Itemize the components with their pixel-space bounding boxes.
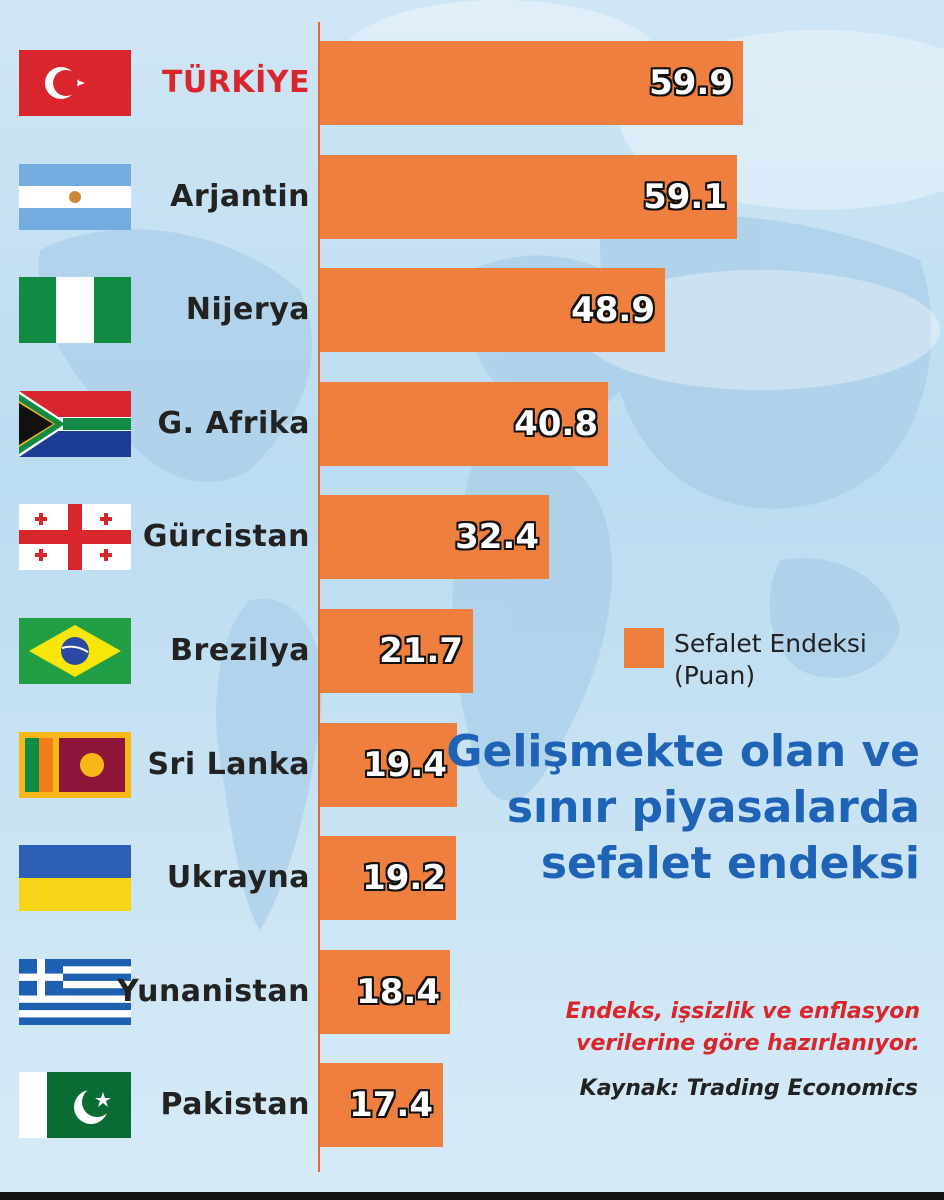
bar-row: Pakistan 17.4	[0, 1063, 944, 1148]
bar-row: Arjantin 59.1	[0, 154, 944, 239]
bar: 17.4	[320, 1063, 443, 1148]
data-label: 19.2	[362, 858, 446, 899]
bar-row: Yunanistan 18.4	[0, 949, 944, 1034]
turkey-flag-icon	[19, 50, 131, 116]
chart-subtitle: Endeks, işsizlik ve enflasyon verilerine…	[565, 999, 920, 1056]
category-label: Nijerya	[185, 292, 310, 328]
bar-row: Gürcistan 32.4	[0, 495, 944, 580]
bar: 48.9	[320, 268, 665, 353]
category-label: G. Afrika	[157, 405, 310, 441]
data-label: 59.9	[649, 63, 733, 103]
data-label: 21.7	[379, 631, 463, 671]
axis-line	[318, 22, 320, 1172]
bar: 32.4	[320, 495, 549, 580]
source-note: Kaynak: Trading Economics	[579, 1076, 918, 1101]
data-label: 17.4	[349, 1085, 433, 1126]
category-label: Sri Lanka	[147, 746, 310, 782]
bar: 19.4	[320, 722, 457, 807]
argentina-flag-icon	[19, 163, 131, 230]
category-label: Yunanistan	[117, 973, 310, 1009]
chart-title: Gelişmekte olan ve sınır piyasalarda sef…	[446, 726, 920, 889]
data-label: 32.4	[455, 517, 539, 558]
bar: 40.8	[320, 381, 608, 466]
bar-row: Ukrayna 19.2	[0, 836, 944, 921]
data-label: 40.8	[514, 403, 598, 444]
bar-row: Nijerya 48.9	[0, 268, 944, 353]
bar-row: Brezilya 21.7	[0, 609, 944, 693]
bar: 18.4	[320, 949, 450, 1034]
bar: 21.7	[320, 609, 473, 693]
brazil-flag-icon	[19, 618, 131, 684]
category-label: Brezilya	[170, 633, 310, 668]
bottom-border	[0, 1192, 944, 1200]
bar: 19.2	[320, 836, 456, 921]
legend-label: Sefalet Endeksi (Puan)	[674, 629, 867, 690]
category-label: Pakistan	[160, 1087, 310, 1123]
data-label: 59.1	[643, 176, 727, 217]
bar-row: TÜRKİYE 59.9	[0, 41, 944, 125]
pakistan-flag-icon	[19, 1072, 131, 1139]
data-label: 19.4	[363, 744, 447, 785]
bar: 59.1	[320, 154, 737, 239]
south-africa-flag-icon	[19, 390, 131, 457]
legend-swatch	[624, 628, 664, 668]
category-label: TÜRKİYE	[161, 65, 310, 100]
data-label: 18.4	[356, 971, 440, 1012]
ukraine-flag-icon	[19, 845, 131, 912]
nigeria-flag-icon	[19, 277, 131, 344]
bar: 59.9	[320, 41, 743, 125]
category-label: Arjantin	[170, 178, 310, 214]
greece-flag-icon	[19, 958, 131, 1025]
georgia-flag-icon	[19, 504, 131, 571]
category-label: Ukrayna	[166, 860, 310, 896]
bar-row: G. Afrika 40.8	[0, 381, 944, 466]
sri-lanka-flag-icon	[19, 731, 131, 798]
data-label: 48.9	[571, 290, 655, 331]
bar-row: Sri Lanka 19.4	[0, 722, 944, 807]
category-label: Gürcistan	[142, 519, 310, 555]
